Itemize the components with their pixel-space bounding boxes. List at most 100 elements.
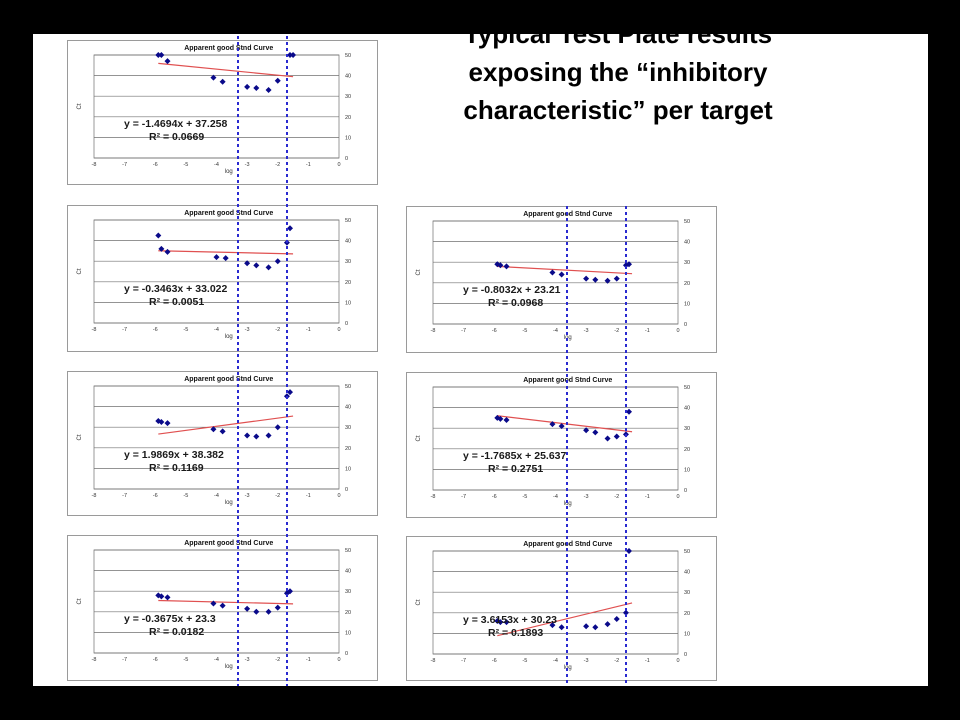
data-point bbox=[494, 261, 501, 268]
y-tick-label: 40 bbox=[684, 406, 690, 412]
y-tick-label: 50 bbox=[684, 219, 690, 225]
x-tick-label: -1 bbox=[306, 162, 311, 168]
x-tick-label: 0 bbox=[337, 493, 340, 499]
y-tick-label: 20 bbox=[684, 281, 690, 287]
y-tick-label: 30 bbox=[345, 425, 351, 431]
trendline bbox=[158, 599, 294, 605]
data-point bbox=[158, 245, 165, 252]
y-tick-label: 0 bbox=[684, 488, 687, 494]
data-point bbox=[287, 52, 293, 58]
data-point bbox=[558, 624, 565, 631]
trendline-equation: y = -1.7685x + 25.637 bbox=[463, 450, 566, 462]
headline-line-1: Typical Test Plate results bbox=[463, 19, 773, 49]
x-tick-label: -3 bbox=[245, 327, 250, 333]
data-point bbox=[497, 415, 504, 422]
x-axis-label: log bbox=[225, 334, 233, 340]
x-tick-label: -7 bbox=[122, 162, 127, 168]
data-point bbox=[253, 262, 260, 269]
y-axis-label: Ct bbox=[416, 269, 422, 275]
x-tick-label: -2 bbox=[275, 493, 280, 499]
x-tick-label: -4 bbox=[214, 327, 219, 333]
data-point bbox=[626, 261, 632, 268]
x-tick-label: -8 bbox=[92, 162, 97, 168]
headline-line-3: characteristic” per target bbox=[463, 95, 773, 125]
y-tick-label: 20 bbox=[345, 610, 351, 616]
y-tick-label: 20 bbox=[345, 280, 351, 286]
plot-area bbox=[93, 54, 340, 159]
data-point bbox=[549, 622, 556, 629]
data-point bbox=[626, 548, 632, 554]
x-tick-label: -3 bbox=[245, 162, 250, 168]
x-tick-label: -5 bbox=[522, 494, 527, 500]
chart-title: Apparent good Stnd Curve bbox=[184, 45, 273, 52]
x-tick-label: -4 bbox=[553, 328, 558, 334]
x-tick-label: -4 bbox=[553, 658, 558, 664]
x-tick-label: 0 bbox=[676, 328, 679, 334]
trendline-equation: y = -1.4694x + 37.258 bbox=[124, 118, 227, 130]
data-point bbox=[274, 424, 281, 431]
x-tick-label: -6 bbox=[492, 658, 497, 664]
trendline bbox=[158, 62, 294, 78]
data-point bbox=[626, 408, 632, 415]
x-tick-label: -3 bbox=[245, 493, 250, 499]
x-axis-label: log bbox=[225, 664, 233, 670]
y-tick-label: 50 bbox=[345, 548, 351, 554]
x-tick-label: -8 bbox=[92, 657, 97, 663]
y-axis-label: Ct bbox=[77, 103, 83, 109]
y-tick-label: 20 bbox=[684, 611, 690, 617]
x-tick-label: -2 bbox=[275, 162, 280, 168]
y-tick-label: 0 bbox=[345, 487, 348, 493]
chart-panel-2: Apparent good Stnd Curve 0 10 20 30 40 50 -8 -7 -… bbox=[67, 205, 378, 352]
headline: Typical Test Plate results exposing the … bbox=[418, 15, 818, 129]
r-squared: R² = 0.0182 bbox=[149, 626, 204, 638]
x-tick-label: -5 bbox=[183, 657, 188, 663]
plot-area bbox=[432, 386, 679, 491]
x-tick-label: -7 bbox=[122, 493, 127, 499]
x-tick-label: -1 bbox=[645, 658, 650, 664]
y-axis-label: Ct bbox=[77, 268, 83, 274]
data-point bbox=[503, 263, 510, 270]
x-tick-label: -3 bbox=[245, 657, 250, 663]
data-point bbox=[164, 420, 171, 427]
r-squared: R² = 0.0051 bbox=[149, 296, 204, 308]
x-tick-label: -6 bbox=[153, 327, 158, 333]
x-tick-label: -2 bbox=[275, 327, 280, 333]
x-axis-label: log bbox=[564, 335, 572, 341]
x-tick-label: -1 bbox=[645, 328, 650, 334]
chart-svg: Apparent good Stnd Curve 0 10 20 30 40 50 -8 -7 -… bbox=[77, 210, 351, 340]
data-point bbox=[219, 428, 226, 435]
data-point bbox=[290, 52, 297, 58]
x-tick-label: -3 bbox=[584, 494, 589, 500]
data-point bbox=[210, 426, 217, 433]
data-point bbox=[155, 232, 162, 239]
data-point bbox=[613, 275, 620, 282]
y-axis-label: Ct bbox=[416, 599, 422, 605]
data-point bbox=[613, 433, 620, 440]
x-tick-label: 0 bbox=[337, 657, 340, 663]
chart-panel-5: Apparent good Stnd Curve 0 10 20 30 40 50 -8 -7 -… bbox=[406, 372, 717, 518]
y-tick-label: 0 bbox=[684, 322, 687, 328]
r-squared: R² = 0.1169 bbox=[149, 462, 204, 474]
chart-panel-1: Apparent good Stnd Curve 0 10 20 30 40 50 -8 -7 -… bbox=[67, 40, 378, 185]
data-point bbox=[592, 429, 599, 436]
y-tick-label: 50 bbox=[345, 53, 351, 59]
data-point bbox=[497, 619, 504, 626]
x-tick-label: -3 bbox=[584, 328, 589, 334]
data-point bbox=[253, 433, 260, 440]
x-tick-label: -1 bbox=[645, 494, 650, 500]
x-tick-label: -7 bbox=[122, 657, 127, 663]
trendline bbox=[497, 415, 633, 433]
y-tick-label: 30 bbox=[345, 94, 351, 100]
data-point bbox=[583, 427, 590, 434]
data-point bbox=[213, 254, 220, 261]
y-tick-label: 10 bbox=[684, 467, 690, 473]
data-point bbox=[583, 623, 590, 630]
plot-area bbox=[432, 220, 679, 325]
data-point bbox=[210, 600, 217, 607]
x-tick-label: -4 bbox=[214, 162, 219, 168]
data-point bbox=[287, 389, 293, 396]
data-point bbox=[244, 260, 251, 267]
chart-panel-4: Apparent good Stnd Curve 0 10 20 30 40 50 -8 -7 -… bbox=[67, 371, 378, 516]
y-tick-label: 10 bbox=[345, 630, 351, 636]
chart-title: Apparent good Stnd Curve bbox=[523, 541, 612, 548]
